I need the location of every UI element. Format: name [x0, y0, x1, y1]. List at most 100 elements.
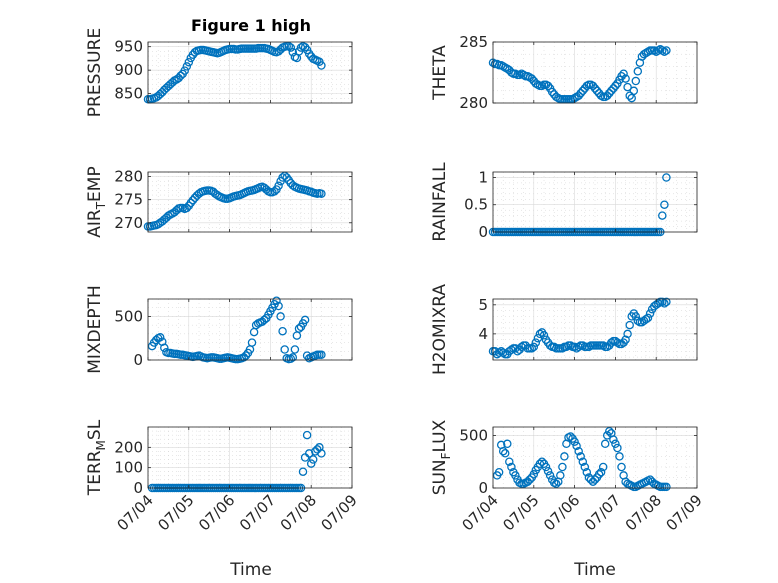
data-point — [641, 315, 651, 324]
data-point — [662, 46, 671, 55]
y-axis-label: AIRTEMP — [85, 166, 108, 237]
data-point — [290, 345, 300, 354]
y-tick-label: 285 — [459, 33, 488, 51]
x-tick-label: 07/04 — [459, 491, 502, 534]
data-point — [562, 342, 571, 352]
data-point — [649, 46, 659, 55]
data-point — [541, 462, 551, 472]
data-point — [507, 345, 516, 355]
data-point — [633, 316, 643, 326]
subplot-5: 0 500 MIXDEPTH — [85, 285, 353, 374]
data-point — [572, 441, 581, 451]
y-tick-label: 0 — [478, 479, 488, 497]
data-point — [531, 338, 541, 347]
data-point — [576, 88, 585, 98]
data-point — [298, 467, 308, 476]
data-point — [613, 338, 622, 347]
data-point — [498, 446, 508, 456]
x-tick-label: 07/08 — [622, 491, 665, 534]
data-point — [633, 67, 643, 76]
data-point — [605, 88, 614, 98]
data-point — [602, 91, 612, 100]
data-point — [300, 315, 310, 325]
data-point — [600, 439, 610, 449]
data-point — [611, 439, 620, 449]
data-point — [645, 309, 655, 318]
data-point — [609, 435, 618, 444]
data-point — [570, 437, 579, 446]
data-point — [660, 299, 669, 308]
data-point — [576, 452, 585, 461]
x-tick-label: 07/08 — [277, 491, 320, 534]
data-point — [288, 353, 298, 362]
data-point — [270, 187, 279, 196]
y-axis-label: SUNFLUX — [430, 419, 453, 495]
data-point — [286, 354, 296, 363]
data-point — [582, 467, 592, 477]
y-tick-label: 200 — [114, 438, 143, 456]
y-axis-label: TERRMSL — [85, 419, 108, 496]
data-point — [274, 301, 283, 311]
data-point — [607, 338, 616, 347]
data-point — [631, 76, 641, 86]
x-axis-label-left: Time — [229, 560, 272, 580]
data-point — [241, 351, 251, 360]
axes-frame — [492, 41, 698, 104]
data-point — [549, 342, 559, 352]
plot-area — [493, 172, 697, 232]
data-point — [617, 71, 626, 81]
data-point — [617, 462, 626, 472]
axes-frame — [147, 171, 353, 233]
data-point — [529, 342, 539, 352]
data-point — [527, 344, 537, 353]
data-point — [592, 86, 602, 96]
data-point — [260, 315, 269, 325]
data-point — [623, 82, 632, 92]
data-point — [643, 313, 653, 323]
data-point — [539, 331, 549, 340]
y-tick-label: 950 — [114, 38, 143, 56]
data-point — [607, 86, 616, 96]
subplot-1: 850 900 950 PRESSURE — [85, 28, 353, 117]
plot-area — [493, 299, 697, 360]
data-point — [529, 470, 539, 479]
y-tick-label: 100 — [114, 459, 143, 477]
x-tick-label: 07/05 — [499, 491, 542, 534]
x-tick-label: 07/09 — [663, 491, 706, 534]
data-point — [613, 443, 622, 453]
x-axis-label-right: Time — [573, 560, 616, 580]
data-point — [176, 71, 185, 81]
y-tick-label: 500 — [114, 307, 143, 325]
subplot-6: 4 5 H2OMIXRA — [430, 284, 698, 375]
data-point — [317, 350, 326, 360]
data-point — [621, 335, 630, 344]
y-tick-label: 0 — [478, 223, 488, 241]
data-point — [594, 470, 604, 479]
data-point — [621, 74, 630, 83]
data-point — [498, 348, 508, 357]
x-tick-label: 07/09 — [318, 491, 361, 534]
data-point — [525, 475, 534, 484]
y-axis-label: RAINFALL — [430, 162, 450, 242]
data-point — [505, 457, 514, 466]
y-tick-label: 5 — [478, 296, 488, 314]
data-point — [560, 452, 569, 461]
data-point — [511, 471, 520, 480]
data-point — [578, 341, 588, 350]
data-point — [658, 211, 667, 220]
axes-frame — [492, 298, 698, 361]
y-axis-label: PRESSURE — [85, 28, 105, 117]
data-point — [535, 329, 545, 339]
data-point — [543, 466, 553, 476]
plot-area — [148, 172, 352, 232]
data-point — [625, 91, 634, 100]
data-point — [500, 449, 510, 458]
data-point — [160, 343, 169, 353]
y-tick-label: 275 — [114, 191, 143, 209]
y-tick-label: 280 — [459, 94, 488, 112]
data-point — [306, 459, 316, 468]
figure-title: Figure 1 high — [191, 16, 311, 35]
y-tick-label: 4 — [478, 325, 488, 343]
data-point — [155, 333, 165, 342]
